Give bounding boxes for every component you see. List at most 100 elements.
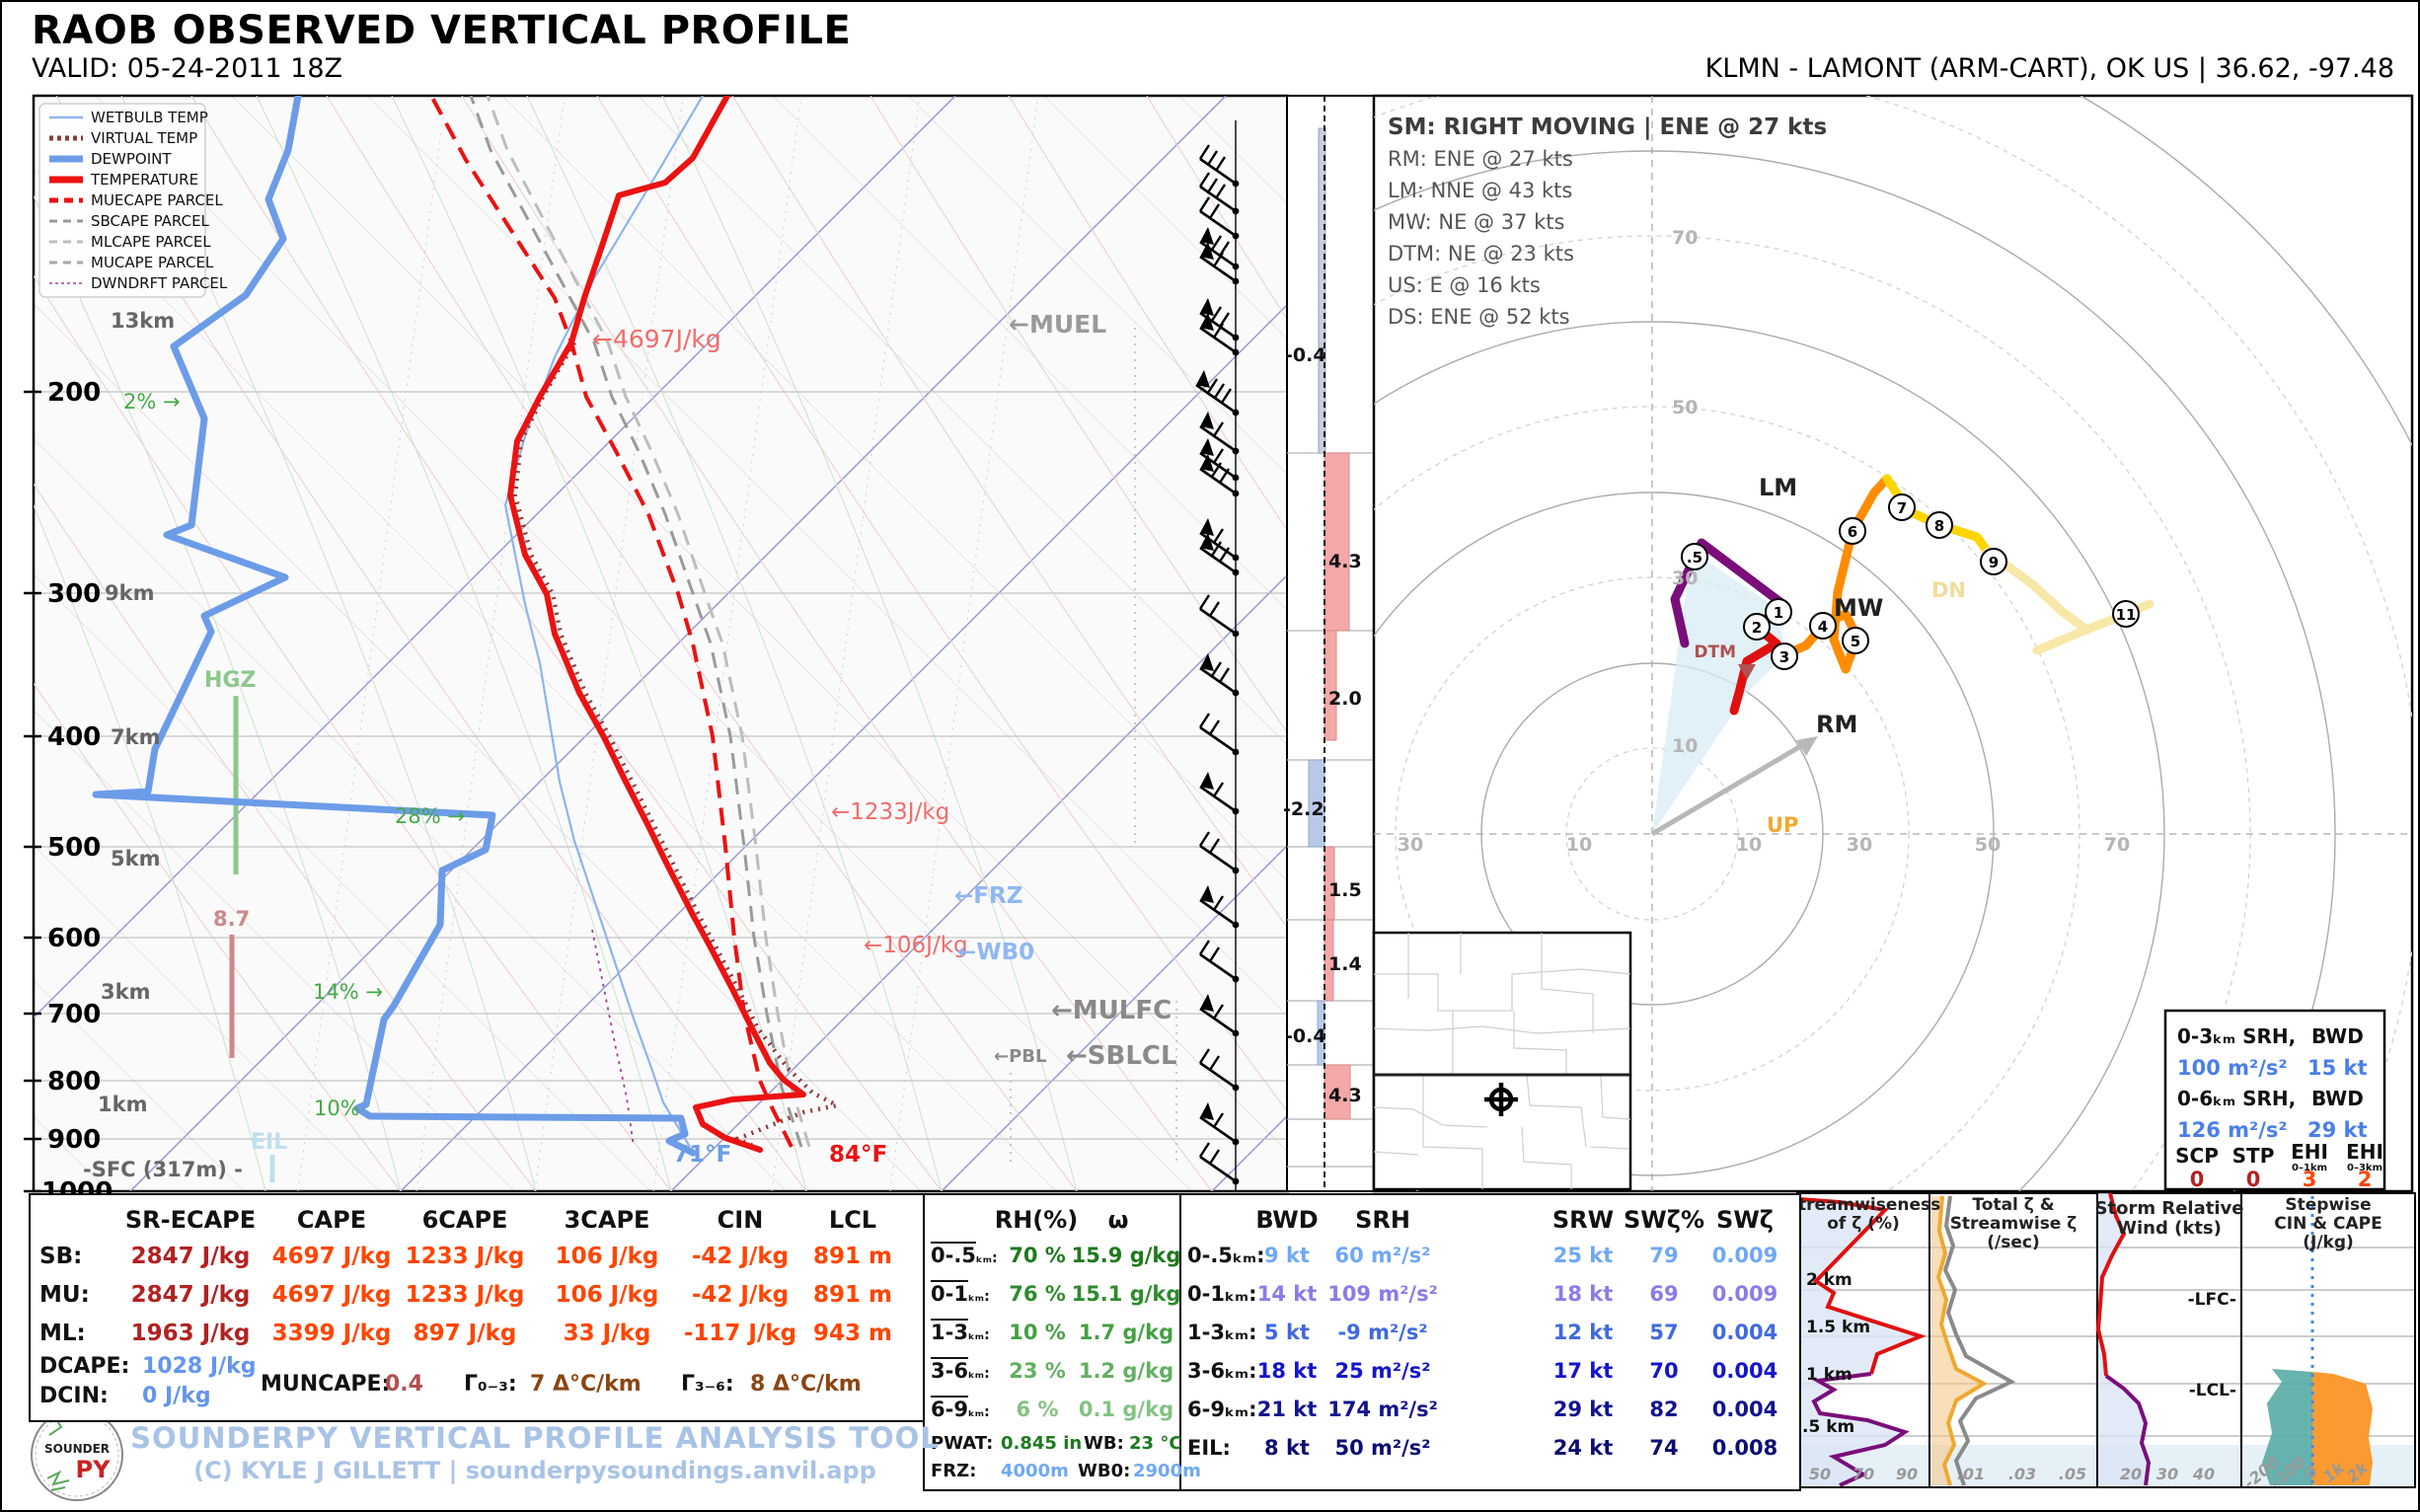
sb-lcl: 891 m (813, 1244, 892, 1269)
sm-line: US: E @ 16 kts (1388, 273, 1541, 297)
cape3-annotation: ←106J/kg (864, 933, 968, 958)
ring-label: 70 (2104, 834, 2130, 856)
rh-row-label: 3-6 (931, 1359, 968, 1383)
omega-value: 2.0 (1328, 688, 1362, 710)
km-marker-label: 11 (2116, 606, 2137, 624)
lapse36-value: 8 Δ°C/km (750, 1372, 862, 1397)
bwd3-value: 15 kt (2307, 1056, 2368, 1080)
sblcl-annotation: ←SBLCL (1066, 1041, 1177, 1071)
w-value: 15.1 g/kg (1071, 1282, 1181, 1306)
swz-value: 0.004 (1711, 1398, 1778, 1421)
storm-motion-text: SM: RIGHT MOVING | ENE @ 27 kts RM: ENE … (1388, 114, 1827, 329)
ml-srecape: 1963 J/kg (130, 1321, 251, 1346)
bwd6-header: BWD (2311, 1087, 2364, 1110)
cape-header: CAPE (296, 1206, 367, 1234)
mw-label: MW (1834, 594, 1883, 622)
rm-arrowhead-icon (1796, 736, 1818, 756)
pressure-label: 900 (47, 1125, 101, 1155)
eil-annotation: EIL (251, 1130, 287, 1155)
sb-cin: -42 J/kg (691, 1244, 790, 1269)
w-value: 0.1 g/kg (1078, 1398, 1174, 1421)
legend-item: SBCAPE PARCEL (91, 212, 210, 230)
dtm-label: DTM (1694, 643, 1736, 662)
rh-row-label-sub: ₖₘ: (967, 1404, 990, 1420)
swz-value: 0.004 (1711, 1321, 1778, 1344)
height-label: 7km (111, 725, 160, 749)
ring-label: 10 (1672, 735, 1698, 757)
rh2-annotation: 2% → (123, 390, 181, 414)
ring-label: 30 (1672, 567, 1698, 589)
sb-srecape: 2847 J/kg (130, 1244, 251, 1269)
pressure-label: 300 (47, 579, 101, 609)
sfc-dewpoint-annotation: 71°F (673, 1142, 731, 1168)
skewt-legend: WETBULB TEMP VIRTUAL TEMP DEWPOINT TEMPE… (38, 103, 228, 298)
omega-value: 1.4 (1328, 953, 1362, 975)
panel4-title: (J/kg) (2303, 1233, 2354, 1252)
frz-value: 4000m (1001, 1461, 1069, 1481)
panel1-xtick: 90 (1896, 1465, 1918, 1483)
omega-column: -0.4 4.3 2.0 -2.2 1.5 1.4 -0.4 4.3 (1283, 95, 1375, 1192)
row-label-mu: MU: (39, 1282, 90, 1308)
rh-value: 10 % (1009, 1321, 1066, 1344)
rh-value: 70 % (1009, 1244, 1066, 1267)
panel1-title: Streamwiseness (1786, 1195, 1941, 1215)
omega-value: -0.4 (1285, 344, 1326, 366)
ehi1-header: EHI (2291, 1140, 2328, 1164)
bwd-value: 21 kt (1256, 1398, 1318, 1421)
lapse03-label: Γ₀₋₃: (464, 1372, 517, 1397)
omega-value: -2.2 (1283, 798, 1324, 820)
shear-row-label: 3-6ₖₘ: (1187, 1359, 1257, 1383)
map-inset (1372, 931, 1632, 1191)
dcin-label: DCIN: (39, 1384, 109, 1408)
pwat-value: 0.845 in (1001, 1433, 1083, 1454)
km-marker-label: 8 (1934, 517, 1944, 535)
height-label: 13km (111, 309, 175, 333)
ml-6cape: 897 J/kg (413, 1321, 517, 1346)
km-marker-label: 1 (1774, 604, 1783, 622)
valid-timestamp: VALID: 05-24-2011 18Z (32, 53, 343, 84)
el-cape-annotation: ←4697J/kg (592, 325, 721, 353)
dcape-value: 1028 J/kg (142, 1354, 257, 1379)
srw-fill (2098, 1193, 2149, 1485)
cape6-annotation: ←1233J/kg (831, 799, 949, 825)
km-marker-label: 9 (1989, 554, 1999, 571)
bwd-value: 5 kt (1264, 1321, 1310, 1344)
swzpct-value: 69 (1649, 1282, 1679, 1306)
w-header: ω (1107, 1206, 1129, 1234)
pressure-label: 700 (47, 1000, 101, 1029)
ring-label: 50 (1975, 834, 2001, 856)
scp-value: 0 (2190, 1168, 2205, 1191)
dcape-lapse-annotation: 8.7 (213, 907, 250, 931)
panel3-title: Storm Relative (2095, 1198, 2244, 1219)
mulfc-annotation: ←MULFC (1051, 996, 1172, 1025)
w-value: 1.2 g/kg (1078, 1359, 1174, 1383)
sb-cape: 4697 J/kg (271, 1244, 392, 1269)
pressure-ticks (24, 390, 41, 1193)
stp-value: 0 (2246, 1168, 2261, 1191)
panel3-xtick: 40 (2192, 1465, 2215, 1483)
footer-credit: (C) KYLE J GILLETT | sounderpysoundings.… (193, 1457, 876, 1484)
ml-cin: -117 J/kg (683, 1321, 797, 1346)
stepwise-cape-fill (2312, 1372, 2373, 1485)
legend-item: TEMPERATURE (90, 171, 198, 189)
shear-header: SRW (1551, 1206, 1615, 1234)
lm-label: LM (1759, 474, 1797, 501)
hgz-annotation: HGZ (204, 668, 256, 693)
panel2-xtick: .03 (2008, 1465, 2036, 1483)
sm-line: RM: ENE @ 27 kts (1388, 147, 1573, 171)
omega-value: 4.3 (1328, 551, 1362, 572)
dcape-label: DCAPE: (39, 1354, 130, 1379)
pressure-label: 500 (47, 833, 101, 863)
mu-lcl: 891 m (813, 1282, 892, 1308)
km-marker-label: 4 (1818, 618, 1828, 636)
ehi1-sub: 0–1km (2292, 1163, 2327, 1173)
ring-label: 70 (1672, 227, 1698, 249)
mu-srecape: 2847 J/kg (130, 1282, 251, 1308)
bwd3-header: BWD (2311, 1024, 2364, 1048)
panel1-title: of ζ (%) (1827, 1214, 1900, 1234)
sfc-label: -SFC (317m) - (83, 1158, 243, 1181)
panel3-title: Wind (kts) (2117, 1218, 2222, 1239)
streamwiseness-line-upper (1798, 1197, 1927, 1375)
rm-vector-arrow (1650, 741, 1806, 837)
dcin-value: 0 J/kg (142, 1384, 211, 1408)
